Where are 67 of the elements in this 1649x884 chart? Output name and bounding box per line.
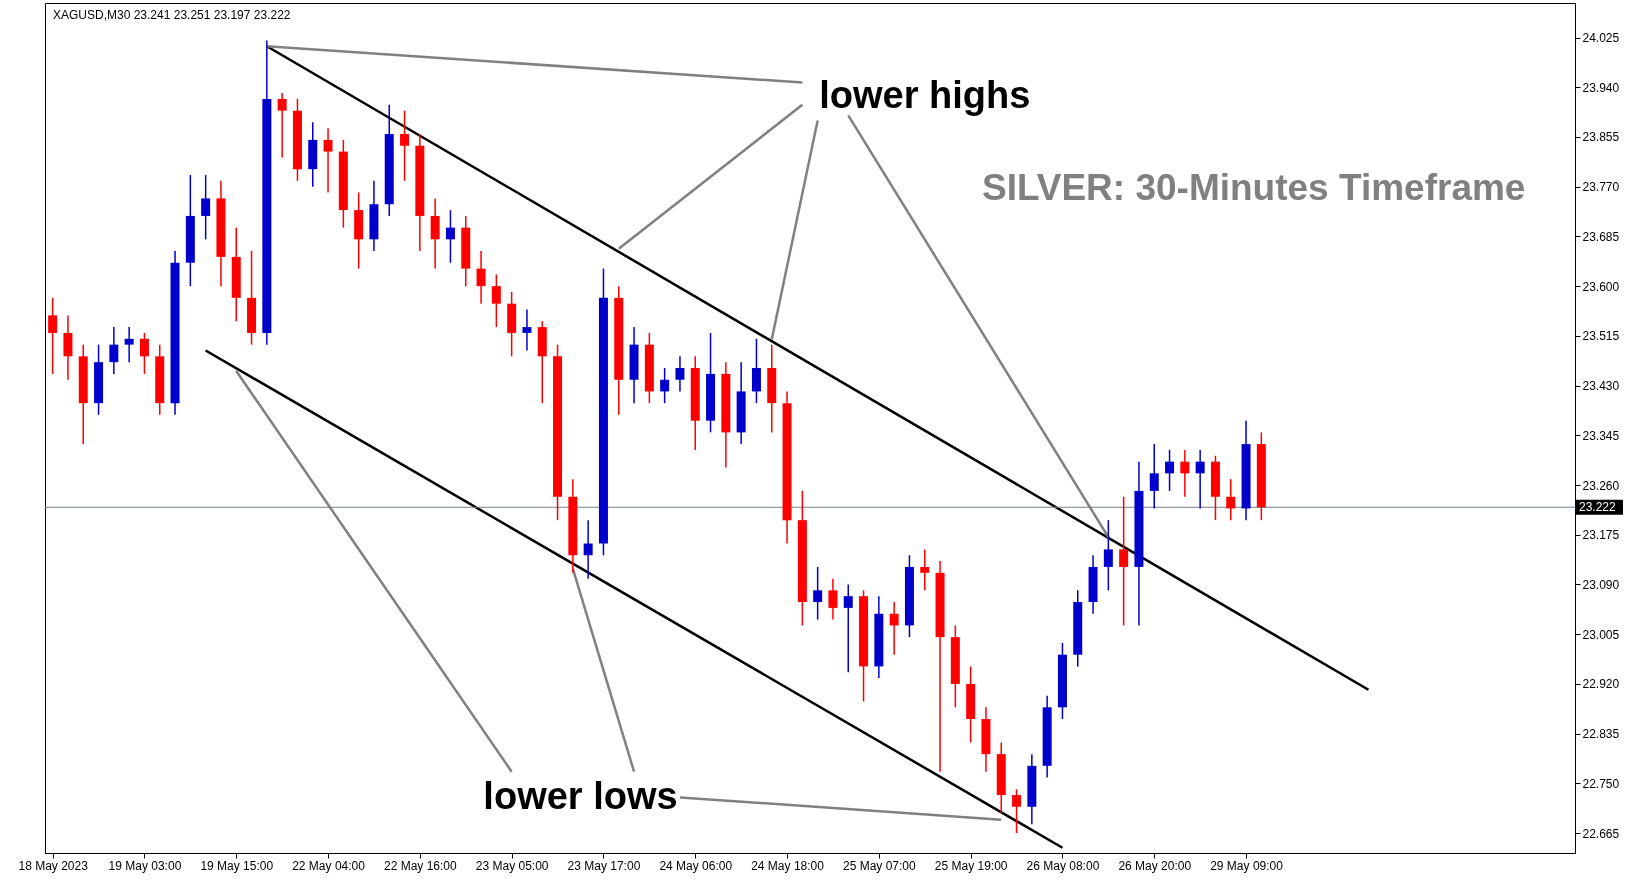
x-tick-label: 24 May 18:00: [751, 858, 825, 873]
candlestick: [63, 314, 73, 381]
y-tick-label: 23.600: [1582, 279, 1620, 294]
candlestick: [445, 209, 455, 264]
y-tick-label: 23.855: [1582, 130, 1620, 145]
x-tick-label: 19 May 03:00: [108, 858, 182, 873]
candlestick: [139, 332, 149, 375]
x-tick-label: 25 May 07:00: [842, 858, 917, 873]
candlestick: [1149, 443, 1159, 510]
y-tick-label: 23.685: [1582, 229, 1620, 244]
y-tick-label: 23.515: [1582, 329, 1620, 344]
x-tick-label: 22 May 04:00: [292, 858, 366, 873]
candlestick: [1119, 495, 1129, 627]
x-tick-label: 25 May 19:00: [934, 858, 1008, 873]
candlestick: [1195, 449, 1205, 510]
x-tick-label: 26 May 08:00: [1026, 858, 1100, 873]
candlestick: [522, 308, 532, 352]
y-tick-label: 23.940: [1582, 80, 1620, 95]
candlestick: [1180, 449, 1190, 498]
x-tick-label: 29 May 09:00: [1210, 858, 1284, 873]
y-tick-label: 22.835: [1582, 727, 1620, 742]
x-tick-label: 18 May 2023: [18, 858, 89, 873]
y-tick-label: 23.430: [1582, 379, 1620, 394]
y-tick-label: 24.025: [1582, 31, 1620, 46]
candlestick: [660, 367, 670, 404]
candlestick: [48, 297, 58, 375]
candlestick: [1165, 449, 1175, 492]
annotation: lower highs: [819, 73, 1031, 116]
y-tick-label: 23.260: [1582, 478, 1620, 493]
candlestick: [828, 577, 838, 621]
candlestick: [920, 548, 930, 592]
x-tick-label: 23 May 17:00: [567, 858, 641, 873]
candlestick: [1226, 478, 1236, 521]
chart-subtitle: XAGUSD,M30 23.241 23.251 23.197 23.222: [53, 8, 291, 22]
text: SILVER: 30-Minutes Timeframe: [981, 167, 1526, 209]
candlestick: [491, 273, 501, 328]
y-tick-label: 23.090: [1582, 577, 1620, 592]
y-tick-label: 23.345: [1582, 428, 1620, 443]
candlestick: [1103, 519, 1113, 592]
candlestick: [751, 338, 761, 404]
x-tick-label: 24 May 06:00: [659, 858, 733, 873]
x-tick-label: 22 May 16:00: [383, 858, 458, 873]
x-tick-label: 19 May 15:00: [200, 858, 274, 873]
candlestick: [124, 326, 134, 363]
y-tick-label: 23.770: [1582, 180, 1620, 195]
candlestick: [675, 355, 685, 393]
x-tick-label: 26 May 20:00: [1118, 858, 1192, 873]
y-tick-label: 22.920: [1582, 677, 1620, 692]
y-tick-label: 23.005: [1582, 627, 1620, 642]
candlestick: [843, 583, 853, 673]
candlestick: [277, 92, 287, 159]
x-tick-label: 23 May 05:00: [475, 858, 549, 873]
y-tick-label: 23.175: [1582, 528, 1620, 543]
candlestick: [889, 601, 899, 656]
ref-line-label: 23.222: [1579, 500, 1617, 515]
candlestick: [583, 519, 593, 580]
candlestick: [201, 174, 211, 241]
candlestick: [813, 566, 823, 621]
candlestick: [430, 197, 440, 270]
y-tick-label: 22.750: [1582, 776, 1620, 791]
candlestick: [400, 109, 410, 182]
candlestick: [109, 326, 119, 375]
annotation: lower lows: [483, 774, 678, 817]
candlestick: [323, 127, 333, 194]
y-tick-label: 22.665: [1582, 826, 1620, 841]
candlestick: [1012, 788, 1022, 834]
candlestick: [476, 250, 486, 305]
